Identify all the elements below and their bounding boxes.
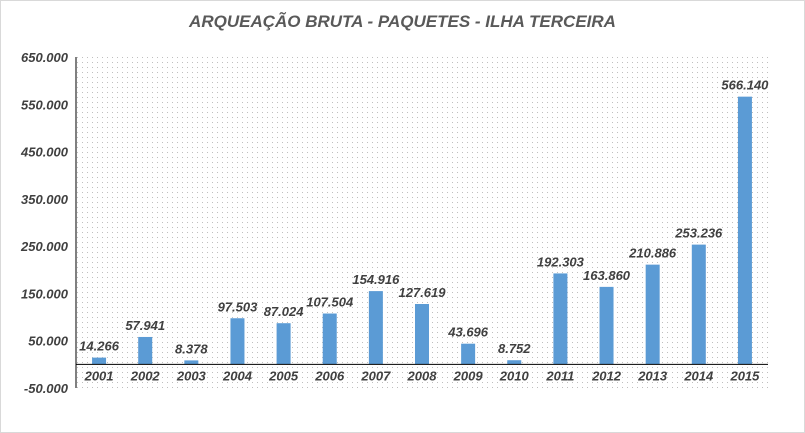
bar-2006	[322, 313, 337, 365]
data-label-2007: 154.916	[352, 272, 400, 287]
x-tick-label: 2010	[499, 368, 530, 383]
data-label-2014: 253.236	[674, 226, 723, 241]
y-tick-label: 550.000	[21, 97, 69, 112]
data-label-2015: 566.140	[721, 78, 769, 93]
y-tick-label: 450.000	[20, 145, 69, 160]
bar-2009	[461, 343, 476, 365]
data-label-2003: 8.378	[175, 341, 208, 356]
x-tick-label: 2002	[130, 368, 161, 383]
bar-2004	[230, 318, 245, 365]
data-label-2002: 57.941	[125, 318, 165, 333]
bar-2015	[737, 96, 752, 365]
x-tick-label: 2003	[176, 368, 207, 383]
x-tick-label: 2004	[222, 368, 253, 383]
x-tick-label: 2011	[545, 368, 574, 383]
bar-2014	[691, 244, 706, 365]
y-tick-label: 650.000	[21, 50, 69, 65]
data-label-2009: 43.696	[447, 325, 489, 340]
x-tick-label: 2009	[453, 368, 484, 383]
data-label-2001: 14.266	[79, 339, 120, 354]
x-tick-label: 2006	[314, 368, 345, 383]
bar-2007	[368, 291, 383, 365]
bar-2011	[553, 273, 568, 365]
bar-2002	[138, 336, 153, 365]
y-tick-label: 350.000	[21, 192, 69, 207]
bar-2003	[184, 360, 199, 365]
data-label-2004: 97.503	[218, 299, 259, 314]
bar-series	[92, 96, 752, 365]
x-axis: 2001 2002 2003 2004 2005 2006 2007 2008 2009 2010…	[76, 363, 768, 383]
x-tick-label: 2013	[637, 368, 668, 383]
bar-2001	[92, 357, 107, 365]
bar-2005	[276, 323, 291, 365]
data-label-2008: 127.619	[399, 285, 447, 300]
y-tick-label: 50.000	[28, 334, 69, 349]
y-tick-label: 150.000	[21, 286, 69, 301]
x-tick-label: 2008	[407, 368, 438, 383]
data-label-2013: 210.886	[628, 246, 677, 261]
data-label-2012: 163.860	[583, 268, 631, 283]
chart-title: ARQUEAÇÃO BRUTA - PAQUETES - ILHA TERCEI…	[189, 12, 616, 31]
x-tick-label: 2007	[360, 368, 391, 383]
bar-2013	[645, 264, 660, 365]
x-tick-label: 2012	[591, 368, 622, 383]
data-label-2006: 107.504	[306, 295, 354, 310]
y-tick-label: -50.000	[24, 381, 69, 396]
y-axis: -50.000 50.000 150.000 250.000 350.000 450.00…	[20, 50, 77, 396]
bar-2012	[599, 286, 614, 365]
data-label-2005: 87.024	[264, 304, 305, 319]
bar-2010	[507, 360, 522, 365]
x-tick-label: 2015	[729, 368, 760, 383]
data-label-2010: 8.752	[498, 341, 531, 356]
y-tick-label: 250.000	[20, 239, 69, 254]
x-tick-label: 2014	[683, 368, 714, 383]
x-tick-label: 2001	[84, 368, 114, 383]
x-tick-label: 2005	[268, 368, 299, 383]
bar-2008	[415, 304, 429, 365]
data-label-2011: 192.303	[537, 254, 585, 269]
